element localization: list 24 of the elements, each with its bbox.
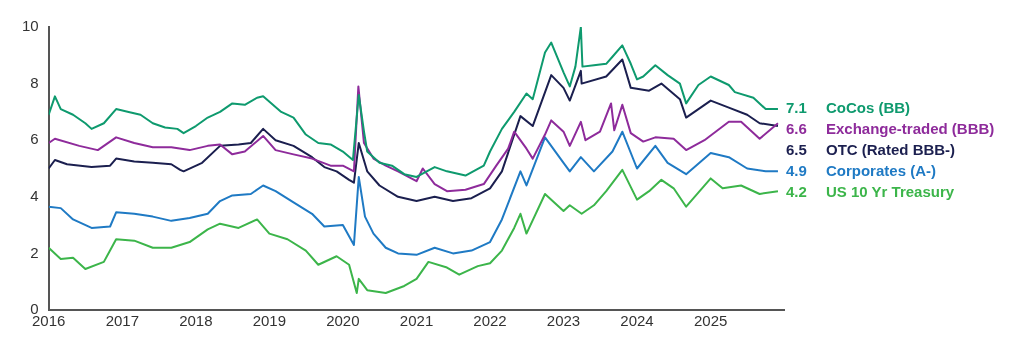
data-label: 7.1 [785,99,807,117]
text: Corporates (A-) [825,162,936,180]
x-tick-label: 2019 [252,312,287,330]
x-tick-label: 2021 [399,312,434,330]
x-tick-label: 2020 [326,312,360,330]
x-tick-label: 2025 [694,312,728,330]
x-tick-label: 2022 [473,312,507,330]
data-label: 6.5 [785,141,807,159]
data-label: 6.6 [785,120,807,138]
data-label: 4.9 [785,162,807,180]
x-tick-label: 2018 [179,312,213,330]
data-label: 4.2 [785,183,807,201]
y-tick-label: 2 [30,243,39,261]
y-tick-label: 8 [30,73,39,91]
text: US 10 Yr Treasury [825,183,955,201]
x-tick-label: 2017 [105,312,140,330]
text: OTC (Rated BBB-) [825,141,956,159]
y-tick-label: 6 [30,130,39,148]
text: Exchange-traded (BBB) [825,120,995,138]
x-tick-label: 2024 [620,312,654,330]
text: CoCos (BB) [825,99,911,117]
y-tick-label: 4 [30,186,39,204]
y-tick-label: 10 [22,17,39,35]
x-tick-label: 2023 [546,312,581,330]
